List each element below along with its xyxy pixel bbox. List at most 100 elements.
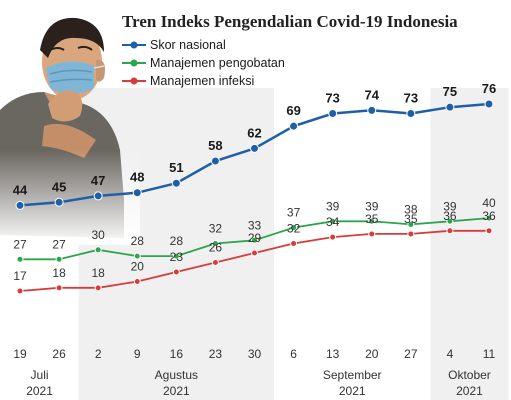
- point-s0-12: [484, 99, 494, 109]
- x-tick-0: 19: [13, 347, 27, 361]
- series-points: [15, 99, 494, 295]
- point-s2-3: [133, 277, 141, 285]
- point-s0-0: [15, 200, 25, 210]
- data-label-s0-7: 69: [286, 103, 300, 118]
- x-tick-2: 2: [95, 347, 102, 361]
- data-label-s2-3: 20: [131, 259, 145, 273]
- data-label-s1-0: 27: [13, 237, 27, 251]
- legend-marker-2: [130, 77, 138, 85]
- data-label-s2-8: 34: [326, 215, 340, 229]
- data-label-s1-11: 39: [443, 199, 457, 213]
- data-label-s0-0: 44: [13, 182, 28, 197]
- data-label-s0-1: 45: [52, 179, 66, 194]
- data-label-s0-6: 62: [247, 125, 261, 140]
- point-s0-4: [171, 178, 181, 188]
- data-label-s1-6: 33: [248, 218, 262, 232]
- data-label-s0-8: 73: [325, 91, 339, 106]
- data-label-s2-7: 32: [287, 221, 301, 235]
- data-label-s0-5: 58: [208, 138, 222, 153]
- month-label-3: Oktober: [448, 368, 491, 382]
- data-label-s0-4: 51: [169, 160, 183, 175]
- point-s1-3: [133, 252, 141, 260]
- point-s0-5: [210, 156, 220, 166]
- point-s0-11: [445, 102, 455, 112]
- data-label-s1-4: 28: [170, 234, 184, 248]
- x-axis-months: Juli 2021 Agustus 2021 September 2021 Oktober 2…: [26, 368, 491, 398]
- data-label-s2-0: 17: [13, 269, 27, 283]
- point-s2-5: [211, 258, 219, 266]
- data-label-s1-7: 37: [287, 206, 301, 220]
- data-label-s2-10: 35: [404, 212, 418, 226]
- point-s1-0: [16, 255, 24, 263]
- point-s1-6: [251, 236, 258, 244]
- data-label-s2-12: 36: [482, 209, 496, 223]
- point-s1-11: [446, 217, 454, 225]
- point-s1-10: [407, 220, 415, 228]
- point-s0-3: [132, 188, 142, 198]
- point-s1-9: [368, 217, 376, 225]
- data-label-s1-3: 28: [131, 234, 145, 248]
- x-axis-ticks: 19 26 2 9 16 23 30 6 13 20 27 4 11: [13, 347, 495, 361]
- month-label-1: Agustus: [155, 368, 198, 382]
- year-label-2: 2021: [339, 384, 366, 398]
- data-label-s2-9: 35: [365, 212, 379, 226]
- x-tick-7: 6: [290, 347, 297, 361]
- x-tick-9: 20: [365, 347, 379, 361]
- legend-marker-1: [130, 59, 138, 67]
- year-label-1: 2021: [163, 384, 190, 398]
- legend-marker-0: [130, 41, 138, 49]
- data-label-s1-5: 32: [209, 221, 223, 235]
- x-tick-8: 13: [326, 347, 340, 361]
- x-tick-11: 4: [447, 347, 454, 361]
- data-label-s1-10: 38: [404, 202, 418, 216]
- point-s0-2: [93, 191, 103, 201]
- data-label-s0-2: 47: [91, 173, 105, 188]
- point-s2-6: [251, 249, 258, 257]
- point-s2-8: [329, 233, 337, 241]
- x-tick-1: 26: [52, 347, 66, 361]
- x-tick-5: 23: [209, 347, 223, 361]
- x-tick-6: 30: [248, 347, 262, 361]
- legend-label-1: Manajemen pengobatan: [150, 56, 285, 70]
- point-s2-0: [16, 287, 24, 295]
- data-label-s2-6: 29: [248, 231, 262, 245]
- point-s2-9: [368, 230, 376, 238]
- point-s0-8: [328, 109, 338, 119]
- data-label-s1-1: 27: [52, 237, 66, 251]
- legend-label-2: Manajemen infeksi: [150, 74, 254, 88]
- point-s1-2: [94, 246, 102, 254]
- data-label-s2-11: 36: [443, 209, 457, 223]
- x-tick-12: 11: [483, 347, 496, 361]
- point-s2-4: [172, 268, 180, 276]
- data-label-s1-9: 39: [365, 199, 379, 213]
- point-s1-4: [172, 252, 180, 260]
- data-labels: 44 45 47 48 51 58 62 69 73 74 73 75 76 27 27 30 28 28 32 33…: [13, 81, 496, 283]
- legend: Skor nasional Manajemen pengobatan Manajem…: [122, 38, 285, 88]
- data-label-s0-3: 48: [130, 170, 144, 185]
- point-s1-8: [329, 217, 337, 225]
- year-label-0: 2021: [26, 384, 53, 398]
- point-s0-10: [406, 109, 416, 119]
- point-s1-7: [290, 224, 298, 232]
- chart-title: Tren Indeks Pengendalian Covid-19 Indone…: [122, 12, 458, 31]
- point-s1-12: [485, 214, 493, 222]
- data-label-s2-4: 23: [170, 250, 184, 264]
- x-tick-10: 27: [404, 347, 418, 361]
- data-label-s1-2: 30: [91, 228, 105, 242]
- point-s2-1: [55, 284, 63, 292]
- point-s1-1: [55, 255, 63, 263]
- x-tick-4: 16: [170, 347, 184, 361]
- point-s2-2: [94, 284, 102, 292]
- data-label-s1-8: 39: [326, 199, 340, 213]
- month-label-2: September: [323, 368, 382, 382]
- legend-label-0: Skor nasional: [150, 38, 226, 52]
- year-label-3: 2021: [456, 384, 483, 398]
- point-s2-10: [407, 230, 415, 238]
- data-label-s2-2: 18: [91, 266, 105, 280]
- data-label-s0-9: 74: [365, 87, 380, 102]
- data-label-s0-12: 76: [482, 81, 496, 96]
- point-s2-7: [290, 239, 298, 247]
- point-s0-7: [289, 121, 299, 131]
- data-label-s2-1: 18: [52, 266, 66, 280]
- point-s0-1: [54, 197, 64, 207]
